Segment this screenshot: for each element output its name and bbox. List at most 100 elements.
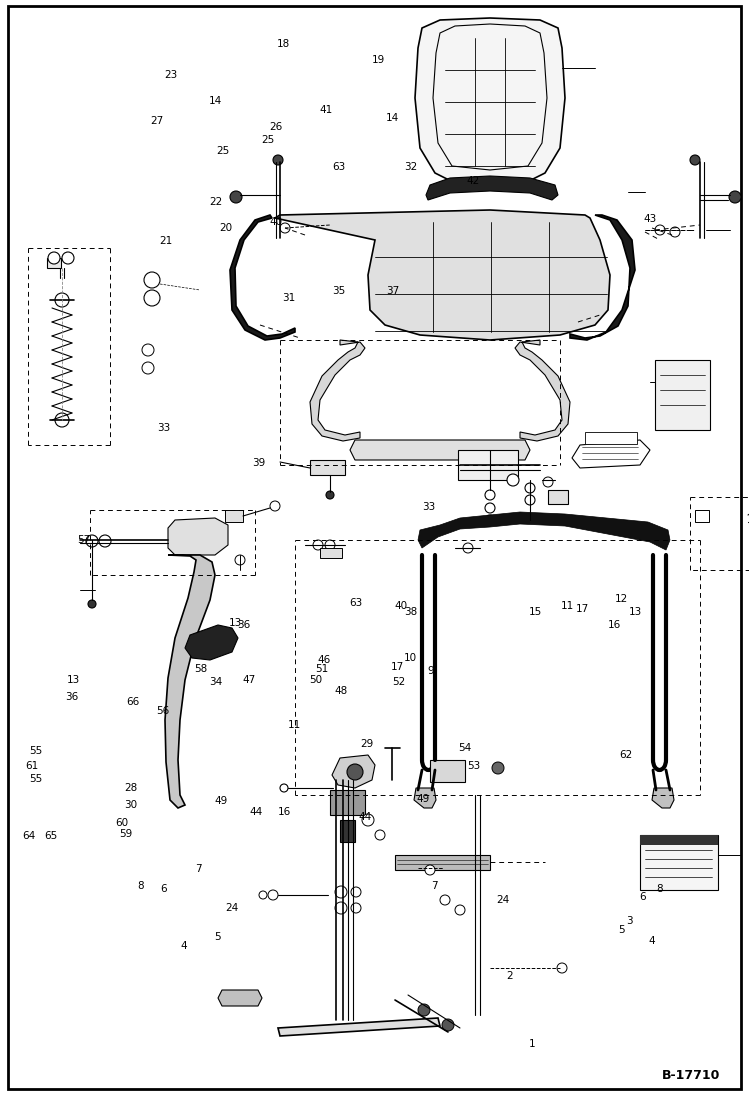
Text: 6: 6 [160,883,166,894]
Circle shape [525,483,535,493]
Text: 56: 56 [157,705,170,716]
Text: 5: 5 [214,931,220,942]
Circle shape [99,535,111,547]
Text: 48: 48 [334,686,348,697]
Text: 12: 12 [615,593,628,604]
Bar [320,548,342,558]
Text: 36: 36 [237,620,250,631]
Text: 63: 63 [332,161,345,172]
Text: 3: 3 [626,916,632,927]
Text: 55: 55 [29,746,43,757]
Polygon shape [572,440,650,468]
Text: 66: 66 [127,697,140,708]
Polygon shape [185,625,238,660]
Circle shape [270,501,280,511]
Polygon shape [168,518,228,555]
Text: 14: 14 [209,95,222,106]
Text: 13: 13 [628,607,642,618]
Text: 25: 25 [261,135,275,146]
Polygon shape [230,215,295,340]
Circle shape [142,362,154,374]
Text: 52: 52 [392,677,405,688]
Text: 17: 17 [576,603,589,614]
Bar [640,835,718,845]
Text: 65: 65 [44,830,58,841]
Text: 40: 40 [394,600,407,611]
Text: 19: 19 [372,55,385,66]
Circle shape [425,866,435,875]
Circle shape [525,495,535,505]
Text: 15: 15 [529,607,542,618]
Text: 31: 31 [282,293,295,304]
Text: 43: 43 [643,214,657,225]
Text: 47: 47 [242,675,255,686]
Circle shape [313,540,323,550]
Circle shape [442,1019,454,1031]
Text: 21: 21 [160,236,173,247]
Text: 62: 62 [619,749,632,760]
Polygon shape [415,18,565,186]
Circle shape [273,155,283,165]
Text: B-17710: B-17710 [661,1068,720,1082]
Polygon shape [350,440,530,460]
Text: 18: 18 [276,38,290,49]
Polygon shape [165,555,215,808]
Text: 40: 40 [269,216,282,227]
Text: 54: 54 [458,743,471,754]
Bar [310,460,345,475]
Text: 24: 24 [497,894,510,905]
Text: 29: 29 [360,738,374,749]
Bar [225,510,243,522]
Text: 30: 30 [124,800,138,811]
Circle shape [557,963,567,973]
Bar [695,510,709,522]
Text: 61: 61 [25,760,38,771]
Circle shape [259,891,267,900]
Text: 42: 42 [467,176,480,186]
Circle shape [543,477,553,487]
Circle shape [142,344,154,357]
Text: 4: 4 [649,936,655,947]
Polygon shape [652,788,674,808]
Text: 8: 8 [138,881,144,892]
Text: 37: 37 [386,285,400,296]
Bar [330,790,365,815]
Circle shape [351,903,361,913]
Circle shape [144,272,160,289]
Circle shape [230,191,242,203]
Text: 24: 24 [225,903,239,914]
Text: 36: 36 [65,691,79,702]
Circle shape [55,412,69,427]
Text: 2: 2 [506,971,512,982]
Text: 28: 28 [124,782,138,793]
Circle shape [335,902,347,914]
Circle shape [690,155,700,165]
Circle shape [362,814,374,826]
Text: 38: 38 [404,607,417,618]
Text: 16: 16 [278,806,291,817]
Text: 39: 39 [252,457,265,468]
Polygon shape [278,1018,440,1036]
Text: 32: 32 [404,161,417,172]
Text: 49: 49 [214,795,228,806]
Polygon shape [426,176,558,200]
Bar [640,835,718,890]
Text: 6: 6 [640,892,646,903]
Text: 22: 22 [209,196,222,207]
Text: 49: 49 [416,793,430,804]
Text: 51: 51 [315,664,329,675]
Text: 63: 63 [349,598,363,609]
Text: 20: 20 [219,223,233,234]
Text: 5: 5 [619,925,625,936]
Polygon shape [418,512,670,550]
Text: 33: 33 [157,422,170,433]
Circle shape [326,491,334,499]
Circle shape [463,543,473,553]
Text: 13: 13 [229,618,243,629]
Circle shape [670,227,680,237]
Circle shape [280,784,288,792]
Text: 14: 14 [386,113,399,124]
Bar [548,490,568,504]
Circle shape [729,191,741,203]
Text: 4: 4 [181,940,187,951]
